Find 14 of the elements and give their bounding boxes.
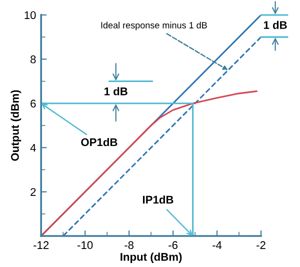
y-tick-label: 4 bbox=[30, 144, 36, 152]
x-tick-label: -4 bbox=[212, 241, 222, 249]
y-axis-title: Output (dBm) bbox=[10, 90, 22, 161]
x-tick-label: -8 bbox=[124, 241, 134, 250]
y-tick-label: 6 bbox=[30, 100, 36, 108]
y-tick-label: 2 bbox=[30, 188, 36, 196]
x-tick-label: -6 bbox=[168, 241, 178, 250]
y-tick-label: 10 bbox=[24, 11, 36, 20]
y-tick-label: 8 bbox=[30, 55, 36, 64]
x-tick-label: -2 bbox=[256, 241, 266, 249]
x-axis-title: Input (dBm) bbox=[120, 252, 182, 263]
text: 1 dB bbox=[264, 20, 287, 29]
x-tick-label: -12 bbox=[34, 241, 49, 249]
x-tick-label: -10 bbox=[78, 241, 93, 250]
